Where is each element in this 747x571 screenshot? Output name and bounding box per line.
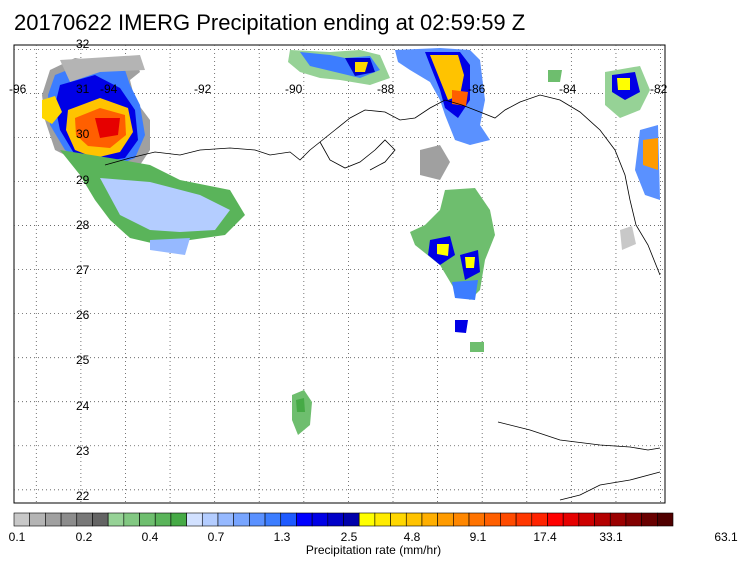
colorbar-tick-label: 1.3 <box>273 530 291 544</box>
precip-south-cell <box>292 390 312 435</box>
precip-east-cells <box>548 66 660 250</box>
colorbar-tick-label: 0.7 <box>207 530 225 544</box>
lon-label: -86 <box>468 82 486 96</box>
lat-label: 24 <box>76 399 90 413</box>
colorbar-title: Precipitation rate (mm/hr) <box>305 543 442 557</box>
lat-label: 23 <box>76 444 90 458</box>
lat-label: 32 <box>76 37 90 51</box>
precip-cell-west <box>42 58 150 175</box>
lon-label: -92 <box>194 82 212 96</box>
lat-label: 28 <box>76 218 90 232</box>
lat-label: 31 <box>76 82 90 96</box>
lat-label: 29 <box>76 173 90 187</box>
lon-label: -94 <box>100 82 118 96</box>
lon-label: -90 <box>285 82 303 96</box>
precipitation-field <box>42 48 660 435</box>
precip-central-gulf <box>410 145 495 352</box>
colorbar-tick-label: 0.1 <box>8 530 26 544</box>
colorbar-tick-label: 0.4 <box>141 530 159 544</box>
precip-north-strip <box>288 48 490 145</box>
lon-label: -88 <box>377 82 395 96</box>
lat-label: 30 <box>76 127 90 141</box>
lon-label: -84 <box>559 82 577 96</box>
lat-label: 26 <box>76 308 90 322</box>
colorbar-tick-label: 17.4 <box>533 530 557 544</box>
colorbar-tick-label: 63.1 <box>714 530 738 544</box>
lon-label: -96 <box>9 82 27 96</box>
colorbar-tick-label: 2.5 <box>340 530 358 544</box>
page-title: 20170622 IMERG Precipitation ending at 0… <box>14 10 526 35</box>
colorbar-tick-label: 4.8 <box>403 530 421 544</box>
colorbar-tick-label: 0.2 <box>75 530 93 544</box>
lat-label: 25 <box>76 353 90 367</box>
lon-label: -82 <box>650 82 668 96</box>
precip-light-west <box>60 55 245 255</box>
coastlines <box>104 94 661 501</box>
colorbar-tick-label: 33.1 <box>599 530 623 544</box>
lat-label: 22 <box>76 489 90 503</box>
colorbar-tick-label: 9.1 <box>469 530 487 544</box>
lat-label: 27 <box>76 263 90 277</box>
